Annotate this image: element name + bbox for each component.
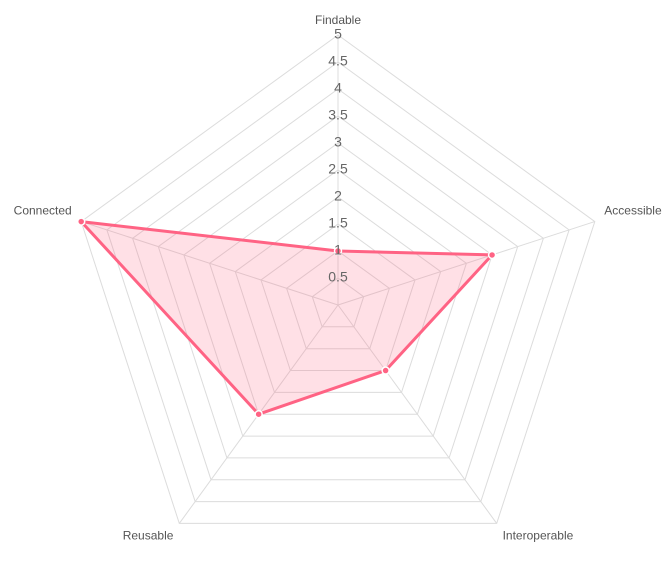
axis-spoke <box>337 304 498 524</box>
axis-label-findable: Findable <box>315 13 361 27</box>
grid-ring <box>106 61 570 503</box>
axis-spoke <box>337 221 595 306</box>
grid-ring <box>209 169 467 415</box>
grid-ring <box>132 88 544 481</box>
data-point[interactable] <box>381 366 390 375</box>
tick-label: 1 <box>334 242 342 258</box>
grid-ring <box>311 277 365 328</box>
tick-label: 4.5 <box>328 53 348 69</box>
grid-ring <box>80 34 596 524</box>
tick-label: 2 <box>334 188 342 204</box>
grid-ring <box>260 223 416 371</box>
axis-label-accessible: Accessible <box>604 204 662 218</box>
tick-label: 4 <box>334 80 342 96</box>
data-point[interactable] <box>487 250 497 260</box>
radar-series <box>76 217 497 419</box>
grid-ring <box>234 196 442 393</box>
tick-label: 0.5 <box>328 269 348 285</box>
tick-label: 3.5 <box>328 107 348 123</box>
tick-label: 2.5 <box>328 161 348 177</box>
radial-tick-labels: 0.5 1 1.5 2 2.5 3 3.5 4 4.5 5 <box>328 26 348 285</box>
series-area <box>79 220 494 416</box>
data-point[interactable] <box>76 217 86 226</box>
grid-ring <box>286 250 390 350</box>
tick-label: 1.5 <box>328 215 348 231</box>
tick-label: 3 <box>334 134 342 150</box>
axis-labels: Findable Accessible Interoperable Reusable C… <box>14 13 662 542</box>
axis-label-connected: Connected <box>14 204 72 218</box>
data-point[interactable] <box>333 246 343 256</box>
axis-label-reusable: Reusable <box>123 529 174 543</box>
axis-label-interoperable: Interoperable <box>503 529 574 543</box>
data-point[interactable] <box>254 409 263 419</box>
axis-spoke <box>81 221 339 306</box>
tick-label: 5 <box>334 26 342 42</box>
grid-ring <box>157 115 519 459</box>
